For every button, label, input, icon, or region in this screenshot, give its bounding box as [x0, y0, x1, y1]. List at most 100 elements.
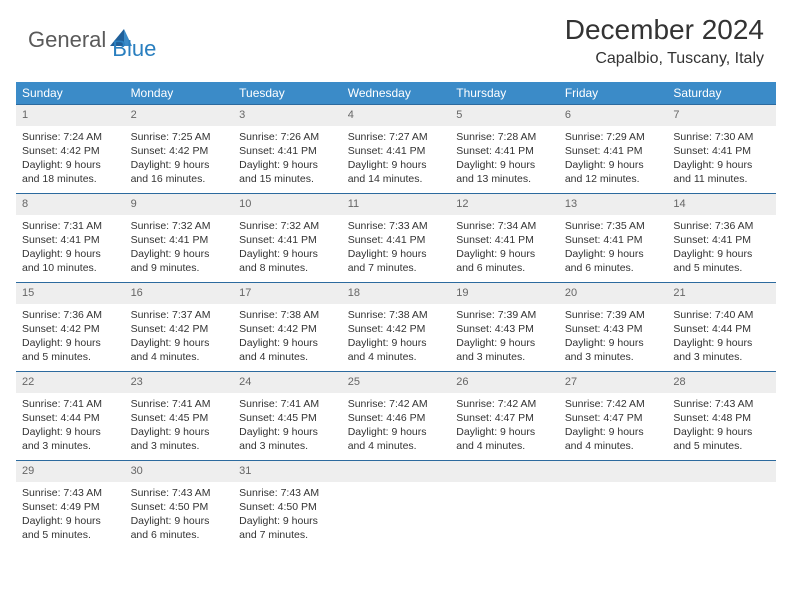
day-cell: 26Sunrise: 7:42 AMSunset: 4:47 PMDayligh… [450, 372, 559, 460]
day-number: 28 [667, 372, 776, 393]
day-ss: Sunset: 4:42 PM [22, 144, 119, 158]
day-ss: Sunset: 4:44 PM [22, 411, 119, 425]
week-row: 22Sunrise: 7:41 AMSunset: 4:44 PMDayligh… [16, 371, 776, 460]
day-d1: Daylight: 9 hours [22, 514, 119, 528]
day-sr: Sunrise: 7:36 AM [673, 219, 770, 233]
day-d1: Daylight: 9 hours [239, 514, 336, 528]
day-number: 14 [667, 194, 776, 215]
day-number-empty [559, 461, 668, 482]
day-d1: Daylight: 9 hours [673, 336, 770, 350]
day-d2: and 8 minutes. [239, 261, 336, 275]
day-cell [667, 461, 776, 549]
day-sr: Sunrise: 7:39 AM [565, 308, 662, 322]
day-ss: Sunset: 4:45 PM [131, 411, 228, 425]
day-sr: Sunrise: 7:32 AM [239, 219, 336, 233]
day-d2: and 3 minutes. [239, 439, 336, 453]
week-row: 8Sunrise: 7:31 AMSunset: 4:41 PMDaylight… [16, 193, 776, 282]
day-body: Sunrise: 7:24 AMSunset: 4:42 PMDaylight:… [16, 126, 125, 193]
day-cell: 20Sunrise: 7:39 AMSunset: 4:43 PMDayligh… [559, 283, 668, 371]
day-cell: 13Sunrise: 7:35 AMSunset: 4:41 PMDayligh… [559, 194, 668, 282]
day-d2: and 12 minutes. [565, 172, 662, 186]
day-d1: Daylight: 9 hours [22, 247, 119, 261]
day-cell: 24Sunrise: 7:41 AMSunset: 4:45 PMDayligh… [233, 372, 342, 460]
day-d2: and 9 minutes. [131, 261, 228, 275]
day-ss: Sunset: 4:41 PM [673, 144, 770, 158]
day-d1: Daylight: 9 hours [348, 247, 445, 261]
day-d2: and 6 minutes. [456, 261, 553, 275]
day-headers-row: SundayMondayTuesdayWednesdayThursdayFrid… [16, 82, 776, 104]
day-d2: and 5 minutes. [673, 439, 770, 453]
day-body: Sunrise: 7:39 AMSunset: 4:43 PMDaylight:… [450, 304, 559, 371]
day-d2: and 4 minutes. [131, 350, 228, 364]
day-d2: and 7 minutes. [239, 528, 336, 542]
day-body: Sunrise: 7:42 AMSunset: 4:47 PMDaylight:… [559, 393, 668, 460]
day-number: 6 [559, 105, 668, 126]
day-d2: and 5 minutes. [673, 261, 770, 275]
day-number: 25 [342, 372, 451, 393]
day-cell: 15Sunrise: 7:36 AMSunset: 4:42 PMDayligh… [16, 283, 125, 371]
day-ss: Sunset: 4:42 PM [131, 322, 228, 336]
day-ss: Sunset: 4:44 PM [673, 322, 770, 336]
day-ss: Sunset: 4:43 PM [456, 322, 553, 336]
day-d1: Daylight: 9 hours [131, 247, 228, 261]
logo: General Blue [28, 18, 158, 62]
day-body: Sunrise: 7:43 AMSunset: 4:48 PMDaylight:… [667, 393, 776, 460]
day-ss: Sunset: 4:47 PM [565, 411, 662, 425]
day-number: 16 [125, 283, 234, 304]
day-d2: and 3 minutes. [673, 350, 770, 364]
day-cell: 2Sunrise: 7:25 AMSunset: 4:42 PMDaylight… [125, 105, 234, 193]
day-header: Thursday [450, 82, 559, 104]
day-ss: Sunset: 4:43 PM [565, 322, 662, 336]
day-ss: Sunset: 4:41 PM [348, 233, 445, 247]
day-number: 1 [16, 105, 125, 126]
day-number: 31 [233, 461, 342, 482]
day-ss: Sunset: 4:41 PM [239, 144, 336, 158]
day-header: Saturday [667, 82, 776, 104]
day-d2: and 4 minutes. [348, 350, 445, 364]
day-sr: Sunrise: 7:43 AM [131, 486, 228, 500]
day-cell: 4Sunrise: 7:27 AMSunset: 4:41 PMDaylight… [342, 105, 451, 193]
day-d2: and 3 minutes. [22, 439, 119, 453]
day-d1: Daylight: 9 hours [22, 158, 119, 172]
day-sr: Sunrise: 7:43 AM [239, 486, 336, 500]
day-number: 17 [233, 283, 342, 304]
day-d2: and 4 minutes. [456, 439, 553, 453]
day-sr: Sunrise: 7:39 AM [456, 308, 553, 322]
day-number: 4 [342, 105, 451, 126]
day-body: Sunrise: 7:33 AMSunset: 4:41 PMDaylight:… [342, 215, 451, 282]
header-right: December 2024 Capalbio, Tuscany, Italy [565, 14, 764, 68]
day-cell: 17Sunrise: 7:38 AMSunset: 4:42 PMDayligh… [233, 283, 342, 371]
day-sr: Sunrise: 7:32 AM [131, 219, 228, 233]
day-cell: 9Sunrise: 7:32 AMSunset: 4:41 PMDaylight… [125, 194, 234, 282]
logo-word-blue: Blue [112, 36, 156, 62]
day-sr: Sunrise: 7:41 AM [22, 397, 119, 411]
day-sr: Sunrise: 7:34 AM [456, 219, 553, 233]
day-d1: Daylight: 9 hours [673, 425, 770, 439]
day-ss: Sunset: 4:41 PM [673, 233, 770, 247]
day-d1: Daylight: 9 hours [22, 336, 119, 350]
day-cell: 3Sunrise: 7:26 AMSunset: 4:41 PMDaylight… [233, 105, 342, 193]
day-body: Sunrise: 7:43 AMSunset: 4:50 PMDaylight:… [233, 482, 342, 549]
day-body: Sunrise: 7:42 AMSunset: 4:47 PMDaylight:… [450, 393, 559, 460]
day-sr: Sunrise: 7:33 AM [348, 219, 445, 233]
day-sr: Sunrise: 7:28 AM [456, 130, 553, 144]
day-ss: Sunset: 4:41 PM [565, 233, 662, 247]
day-ss: Sunset: 4:41 PM [22, 233, 119, 247]
day-number: 26 [450, 372, 559, 393]
day-ss: Sunset: 4:41 PM [456, 144, 553, 158]
day-sr: Sunrise: 7:30 AM [673, 130, 770, 144]
day-d1: Daylight: 9 hours [131, 425, 228, 439]
day-sr: Sunrise: 7:26 AM [239, 130, 336, 144]
day-d1: Daylight: 9 hours [131, 158, 228, 172]
day-d2: and 3 minutes. [131, 439, 228, 453]
day-number-empty [667, 461, 776, 482]
day-sr: Sunrise: 7:24 AM [22, 130, 119, 144]
day-cell: 10Sunrise: 7:32 AMSunset: 4:41 PMDayligh… [233, 194, 342, 282]
day-body: Sunrise: 7:38 AMSunset: 4:42 PMDaylight:… [342, 304, 451, 371]
day-body: Sunrise: 7:31 AMSunset: 4:41 PMDaylight:… [16, 215, 125, 282]
day-d1: Daylight: 9 hours [565, 158, 662, 172]
day-number: 10 [233, 194, 342, 215]
day-body: Sunrise: 7:28 AMSunset: 4:41 PMDaylight:… [450, 126, 559, 193]
day-d1: Daylight: 9 hours [239, 425, 336, 439]
weeks-container: 1Sunrise: 7:24 AMSunset: 4:42 PMDaylight… [16, 104, 776, 549]
